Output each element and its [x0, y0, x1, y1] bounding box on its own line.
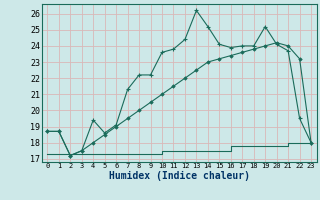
X-axis label: Humidex (Indice chaleur): Humidex (Indice chaleur)	[109, 171, 250, 181]
